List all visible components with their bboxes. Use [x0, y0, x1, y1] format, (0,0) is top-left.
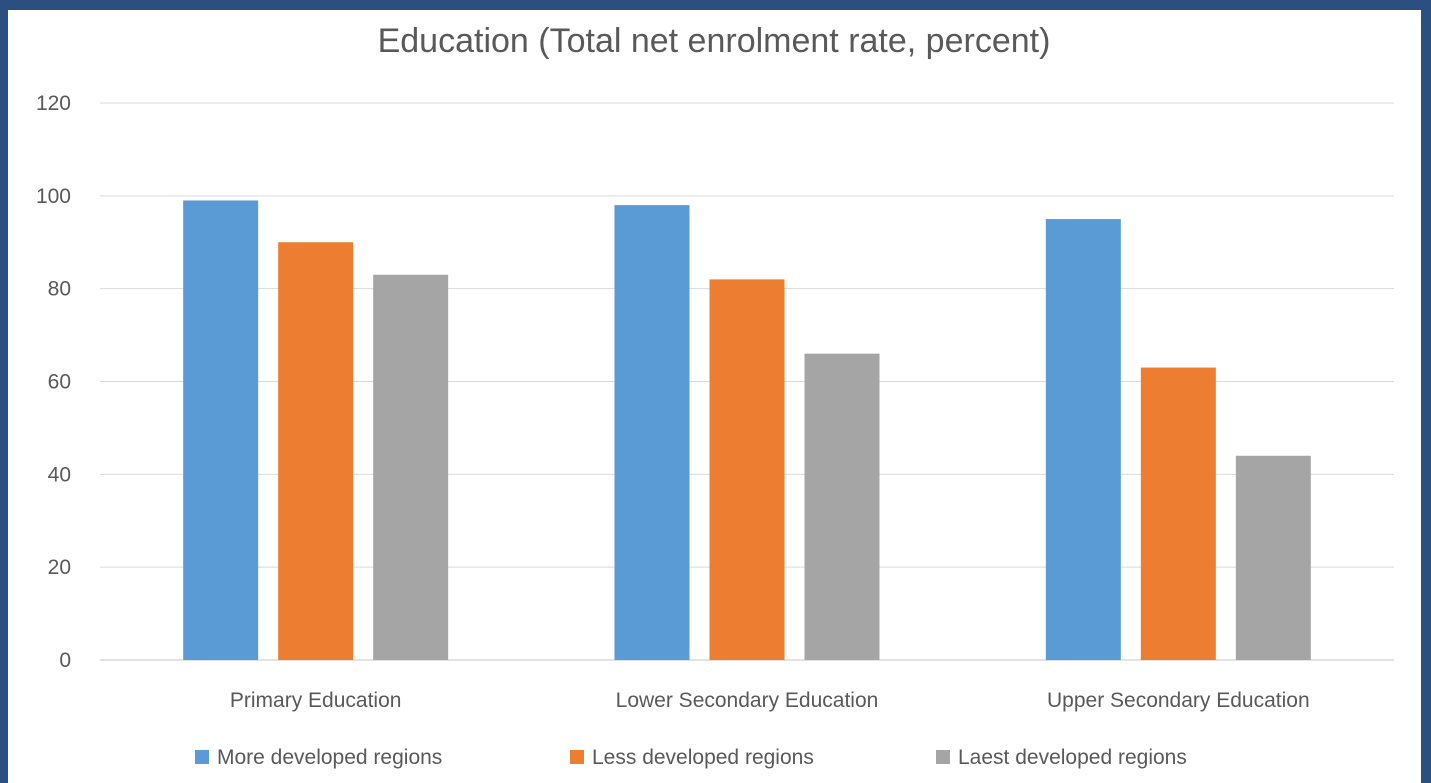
bar-laest-developed-regions-upper-secondary-education — [1235, 455, 1311, 660]
legend-swatch — [195, 750, 209, 764]
bar-less-developed-regions-primary-education — [278, 242, 354, 660]
x-category-label: Lower Secondary Education — [616, 689, 879, 712]
y-tick-label: 40 — [48, 463, 71, 486]
x-category-label: Upper Secondary Education — [1047, 689, 1310, 712]
y-axis-ticks: 0 20 40 60 80 100 120 — [36, 92, 71, 672]
legend-label: More developed regions — [217, 746, 442, 769]
legend-label: Laest developed regions — [958, 746, 1187, 769]
x-axis-categories: Primary Education Lower Secondary Educati… — [230, 689, 1310, 712]
bar-more-developed-regions-lower-secondary-education — [614, 205, 690, 660]
bar-laest-developed-regions-primary-education — [373, 274, 449, 660]
y-tick-label: 120 — [36, 92, 71, 115]
legend-label: Less developed regions — [592, 746, 814, 769]
legend-swatch — [936, 750, 950, 764]
chart-panel: Education (Total net enrolment rate, per… — [8, 10, 1421, 783]
x-category-label: Primary Education — [230, 689, 402, 712]
legend-item: More developed regions — [195, 746, 442, 769]
bar-less-developed-regions-lower-secondary-education — [709, 279, 785, 660]
y-tick-label: 0 — [59, 649, 71, 672]
legend: More developed regions Less developed reg… — [195, 746, 1187, 769]
bar-more-developed-regions-upper-secondary-education — [1045, 219, 1121, 660]
y-tick-label: 80 — [48, 278, 71, 301]
bar-laest-developed-regions-lower-secondary-education — [804, 353, 880, 660]
y-tick-label: 100 — [36, 185, 71, 208]
bar-less-developed-regions-upper-secondary-education — [1140, 367, 1216, 660]
y-tick-label: 60 — [48, 371, 71, 394]
chart-title: Education (Total net enrolment rate, per… — [378, 22, 1051, 60]
y-tick-label: 20 — [48, 556, 71, 579]
bars — [183, 200, 1311, 660]
bar-chart: Education (Total net enrolment rate, per… — [36, 22, 1394, 769]
bar-more-developed-regions-primary-education — [183, 200, 259, 660]
legend-item: Less developed regions — [570, 746, 814, 769]
legend-item: Laest developed regions — [936, 746, 1187, 769]
legend-swatch — [570, 750, 584, 764]
